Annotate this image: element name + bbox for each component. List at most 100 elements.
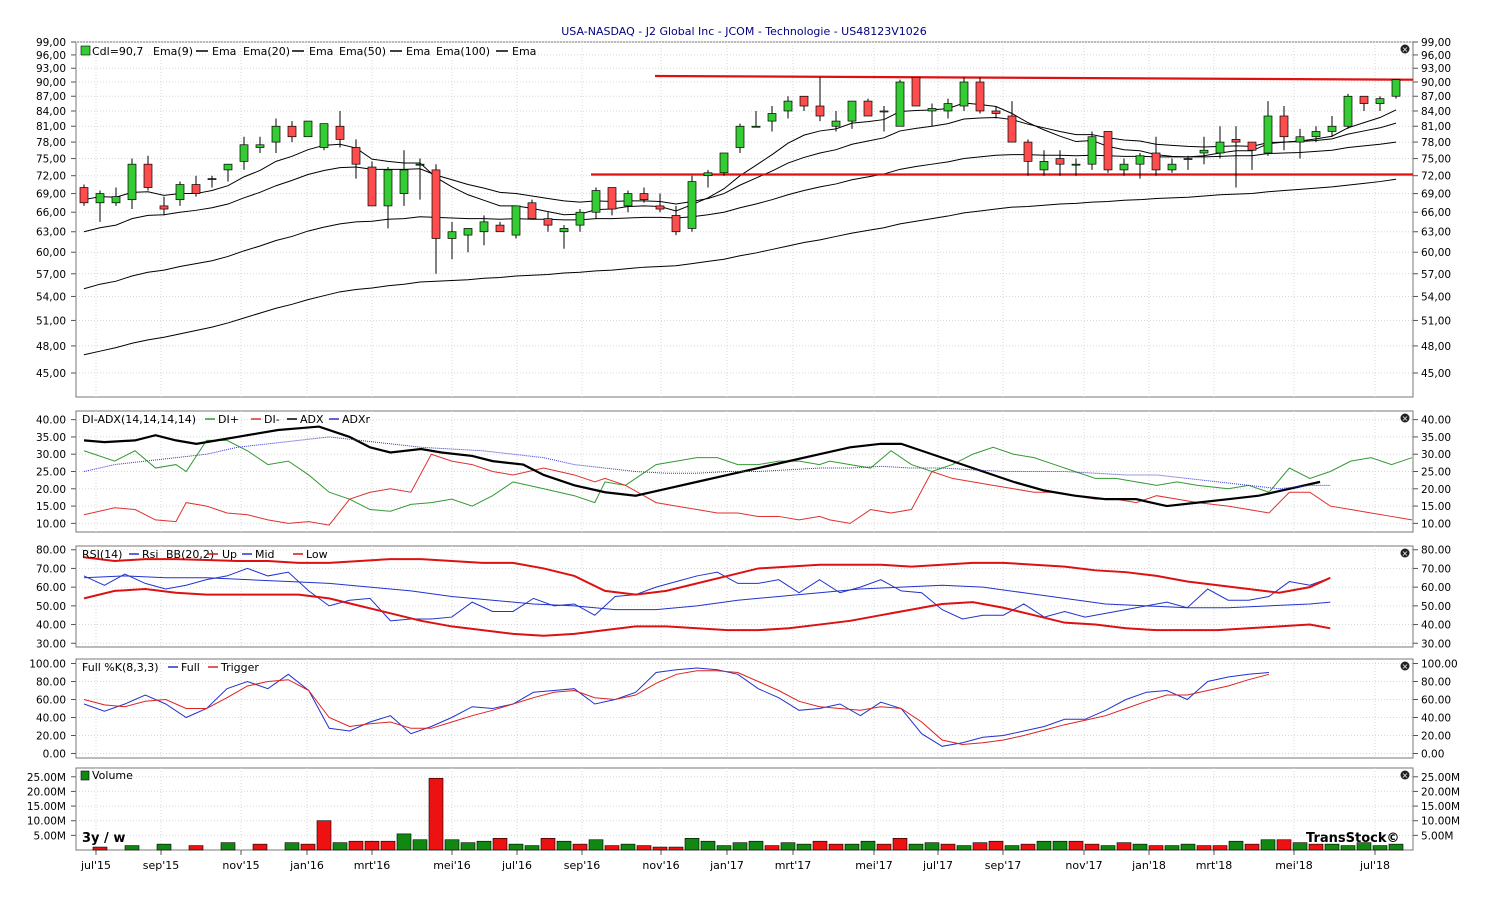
volume-bar	[780, 842, 796, 851]
volume-bar	[380, 840, 396, 851]
candle	[527, 202, 537, 219]
y-tick-label-left: 60.00	[36, 695, 66, 707]
volume-bar	[188, 845, 204, 851]
volume-bar	[1116, 842, 1132, 851]
y-tick-label-left: 99,00	[36, 37, 66, 49]
full-line	[83, 667, 1270, 747]
candle	[1391, 79, 1401, 97]
x-tick-label: nov'17	[1065, 859, 1102, 872]
y-tick-label-right: 80.00	[1421, 545, 1451, 557]
y-tick-label-right: 25.00M	[1421, 772, 1460, 784]
candle	[1311, 131, 1321, 138]
y-tick-label-right: 40.00	[1421, 415, 1451, 427]
candle	[271, 125, 281, 143]
volume-bar	[1388, 843, 1404, 851]
y-tick-label-right: 60.00	[1421, 695, 1451, 707]
y-tick-label-right: 30.00	[1421, 638, 1451, 650]
volume-bar	[332, 842, 348, 851]
candle	[319, 123, 329, 148]
y-tick-label-right: 0.00	[1421, 749, 1444, 761]
y-tick-label-left: 69,00	[36, 189, 66, 201]
legend-entry: Ema	[406, 45, 430, 58]
candle	[95, 193, 105, 204]
volume-bar	[588, 839, 604, 851]
y-tick-label-left: 81,00	[36, 121, 66, 133]
y-tick-label-left: 35.00	[36, 432, 66, 444]
y-tick-label-right: 20.00	[1421, 731, 1451, 743]
volume-bar	[620, 843, 636, 851]
candle	[207, 178, 217, 180]
y-tick-label-right: 69,00	[1421, 189, 1451, 201]
x-tick-label: mrt'16	[354, 859, 391, 872]
candle	[1087, 136, 1097, 165]
y-tick-label-right: 93,00	[1421, 63, 1451, 75]
candle	[959, 81, 969, 107]
volume-bar	[860, 840, 876, 851]
candle	[703, 172, 713, 177]
y-tick-label-right: 40.00	[1421, 620, 1451, 632]
volume-bar	[1308, 843, 1324, 851]
y-tick-label-left: 20.00	[36, 731, 66, 743]
candle	[559, 228, 569, 233]
y-tick-label-right: 15.00	[1421, 501, 1451, 513]
x-tick-label: mrt'17	[775, 859, 812, 872]
candle	[463, 228, 473, 236]
volume-bar	[348, 840, 364, 851]
volume-bar	[1148, 845, 1164, 851]
y-tick-label-left: 50.00	[36, 601, 66, 613]
y-tick-label-right: 78,00	[1421, 137, 1451, 149]
y-tick-label-right: 57,00	[1421, 269, 1451, 281]
legend-entry: DI-ADX(14,14,14,14)	[82, 413, 196, 426]
y-tick-label-left: 54,00	[36, 291, 66, 303]
y-tick-label-right: 48,00	[1421, 341, 1451, 353]
volume-bar	[908, 843, 924, 851]
volume-bar	[1356, 842, 1372, 851]
close-icon	[1400, 661, 1410, 671]
adxr-line	[83, 436, 1331, 490]
trigger-line	[83, 670, 1270, 746]
candle	[591, 190, 601, 213]
x-tick-label: nov'16	[642, 859, 679, 872]
volume-bar	[1052, 840, 1068, 851]
candle	[991, 110, 1001, 114]
volume-bar	[732, 842, 748, 851]
candle	[655, 205, 665, 210]
ema-line	[83, 141, 1397, 290]
candle	[511, 205, 521, 236]
legend-entry: ADX	[300, 413, 324, 426]
close-icon-glyph: ×	[1402, 771, 1409, 780]
legend-entry: Ema(9)	[153, 45, 193, 58]
candle	[447, 231, 457, 239]
candle	[335, 125, 345, 140]
y-tick-label-left: 48,00	[36, 341, 66, 353]
candle	[1055, 158, 1065, 165]
chart-title: USA-NASDAQ - J2 Global Inc - JCOM - Tech…	[561, 25, 926, 38]
volume-bar	[508, 843, 524, 851]
y-tick-label-right: 35.00	[1421, 432, 1451, 444]
volume-bar	[1324, 843, 1340, 851]
y-tick-label-left: 0.00	[43, 749, 66, 761]
candle	[255, 144, 265, 148]
legend-entry: Ema	[212, 45, 236, 58]
y-tick-label-right: 20.00	[1421, 484, 1451, 496]
volume-bar	[604, 845, 620, 851]
y-tick-label-left: 66,00	[36, 207, 66, 219]
candle	[287, 125, 297, 138]
y-tick-label-left: 30.00	[36, 449, 66, 461]
candle	[1279, 115, 1289, 138]
y-tick-label-right: 10.00	[1421, 518, 1451, 530]
close-icon-glyph: ×	[1402, 414, 1409, 423]
y-tick-label-left: 80.00	[36, 545, 66, 557]
volume-bar	[412, 839, 428, 851]
candle	[847, 100, 857, 122]
close-icon	[1400, 413, 1410, 423]
y-tick-label-right: 66,00	[1421, 207, 1451, 219]
legend-entry: Mid	[255, 548, 275, 561]
volume-bar	[1164, 845, 1180, 851]
volume-bar	[652, 846, 668, 851]
ema-line	[83, 117, 1397, 233]
x-tick-label: jan'17	[709, 859, 744, 872]
x-tick-label: sep'17	[985, 859, 1022, 872]
y-tick-label-right: 80.00	[1421, 677, 1451, 689]
legend-entry: Ema	[512, 45, 536, 58]
